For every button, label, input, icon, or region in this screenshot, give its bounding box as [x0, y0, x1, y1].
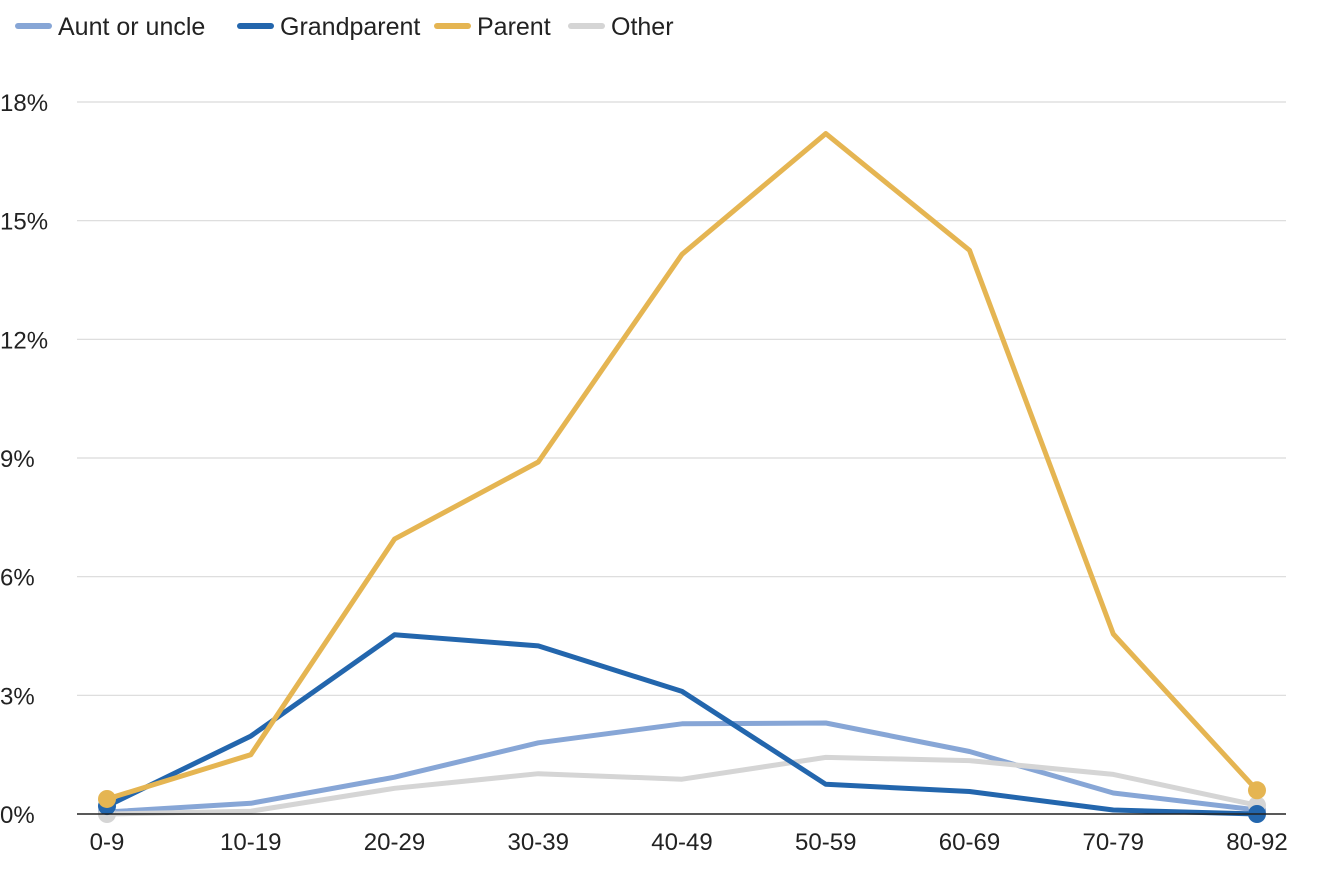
legend-item-other: Other: [568, 13, 674, 41]
endpoint-marker-parent: [98, 789, 116, 808]
series-line-other: [104, 754, 1260, 817]
x-tick-label: 30-39: [508, 829, 569, 856]
legend-item-parent: Parent: [434, 13, 551, 41]
series-lines: [104, 131, 1260, 817]
y-tick-label: 18%: [0, 90, 48, 117]
gridlines: [77, 101, 1286, 696]
legend-item-aunt-or-uncle: Aunt or uncle: [15, 13, 205, 41]
y-tick-label: 15%: [0, 209, 48, 236]
x-tick-label: 80-92: [1226, 829, 1287, 856]
legend-label: Parent: [477, 13, 551, 41]
y-axis-tick-labels: 0% 3% 6% 9% 12% 15% 18%: [0, 90, 48, 829]
x-tick-label: 10-19: [220, 829, 281, 856]
series-line-aunt-or-uncle: [104, 720, 1260, 815]
series-line-parent: [104, 131, 1260, 802]
x-tick-label: 50-59: [795, 829, 856, 856]
y-tick-label: 9%: [0, 446, 35, 473]
y-tick-label: 12%: [0, 327, 48, 354]
y-tick-label: 0%: [0, 802, 35, 829]
x-axis-tick-labels: 0-9 10-19 20-29 30-39 40-49 50-59 60-69 70-79 80…: [90, 829, 1288, 856]
x-tick-label: 60-69: [939, 829, 1000, 856]
legend-label: Other: [611, 13, 674, 41]
y-tick-label: 3%: [0, 683, 35, 710]
y-tick-label: 6%: [0, 565, 35, 592]
x-tick-label: 0-9: [90, 829, 125, 856]
endpoint-markers: [98, 781, 1266, 823]
legend-label: Aunt or uncle: [58, 13, 205, 41]
series-line-grandparent: [104, 632, 1260, 817]
legend-label: Grandparent: [280, 13, 420, 41]
x-tick-label: 70-79: [1083, 829, 1144, 856]
x-tick-label: 20-29: [364, 829, 425, 856]
x-tick-label: 40-49: [651, 829, 712, 856]
legend-item-grandparent: Grandparent: [237, 13, 420, 41]
endpoint-marker-parent: [1248, 781, 1266, 800]
chart-legend: Aunt or uncle Grandparent Parent Other: [15, 13, 674, 41]
